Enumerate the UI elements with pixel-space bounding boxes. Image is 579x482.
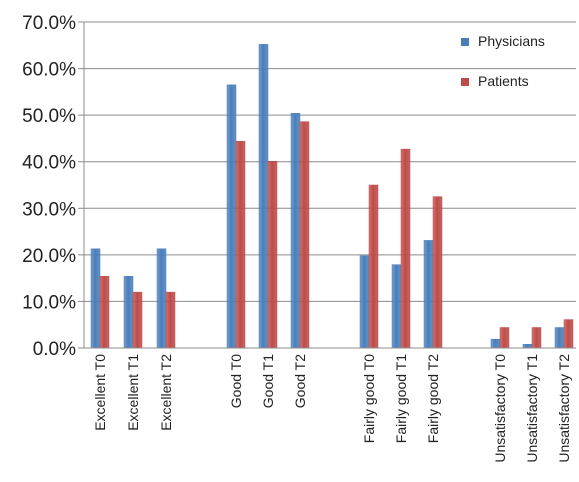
y-tick-label: 10.0%: [22, 292, 76, 313]
bar-physicians-7: [391, 264, 402, 349]
x-tick-label: Good T1: [260, 354, 276, 408]
y-axis: 0.0% 10.0% 20.0% 30.0% 40.0% 50.0% 60.0% 70.0%: [22, 13, 85, 360]
bar-patients-3: [235, 140, 246, 349]
legend-swatch: [461, 38, 469, 46]
y-tick-label: 20.0%: [22, 246, 76, 267]
x-tick-label: Excellent T2: [158, 354, 174, 431]
bar-patients-8: [432, 196, 443, 349]
x-tick-label: Good T0: [228, 354, 244, 408]
bar-physicians-3: [226, 84, 237, 349]
x-tick-label: Fairly good T0: [361, 354, 377, 443]
x-tick-label: Good T2: [292, 354, 308, 408]
bar-physicians-10: [522, 344, 533, 349]
bar-patients-11: [563, 319, 574, 349]
bar-physicians-6: [359, 255, 370, 349]
y-tick-label: 70.0%: [22, 13, 76, 34]
x-tick-label: Unsatisfactory T2: [556, 354, 572, 463]
y-tick-label: 50.0%: [22, 106, 76, 127]
bar-physicians-9: [490, 338, 501, 349]
bar-physicians-4: [258, 44, 269, 349]
legend: Physicians Patients: [461, 33, 545, 89]
bar-patients-6: [368, 184, 379, 349]
x-tick-label: Excellent T0: [92, 354, 108, 431]
bar-patients-9: [499, 327, 510, 349]
bars: [90, 44, 574, 349]
bar-physicians-0: [90, 248, 101, 349]
bar-physicians-2: [156, 248, 167, 349]
y-tick-label: 60.0%: [22, 60, 76, 81]
bar-patients-1: [132, 291, 143, 349]
x-tick-label: Excellent T1: [125, 354, 141, 431]
bar-physicians-11: [554, 327, 565, 349]
bar-patients-7: [400, 148, 411, 349]
y-tick-label: 0.0%: [33, 339, 76, 360]
bar-physicians-1: [123, 276, 134, 349]
y-tick-label: 30.0%: [22, 199, 76, 220]
bar-patients-10: [531, 327, 542, 349]
x-tick-label: Fairly good T1: [393, 354, 409, 443]
bar-patients-4: [267, 160, 278, 349]
x-tick-label: Unsatisfactory T1: [524, 354, 540, 463]
legend-swatch: [461, 78, 469, 86]
y-tick-label: 40.0%: [22, 153, 76, 174]
legend-label: Physicians: [478, 33, 545, 49]
bar-physicians-5: [290, 113, 301, 349]
bar-patients-5: [299, 121, 310, 349]
bar-patients-0: [99, 276, 110, 349]
x-tick-label: Unsatisfactory T0: [492, 354, 508, 463]
x-tick-label: Fairly good T2: [425, 354, 441, 443]
bar-physicians-8: [423, 240, 434, 349]
bar-patients-2: [165, 291, 176, 349]
legend-label: Patients: [478, 73, 529, 89]
x-axis: Excellent T0 Excellent T1 Excellent T2 Good…: [84, 347, 576, 463]
